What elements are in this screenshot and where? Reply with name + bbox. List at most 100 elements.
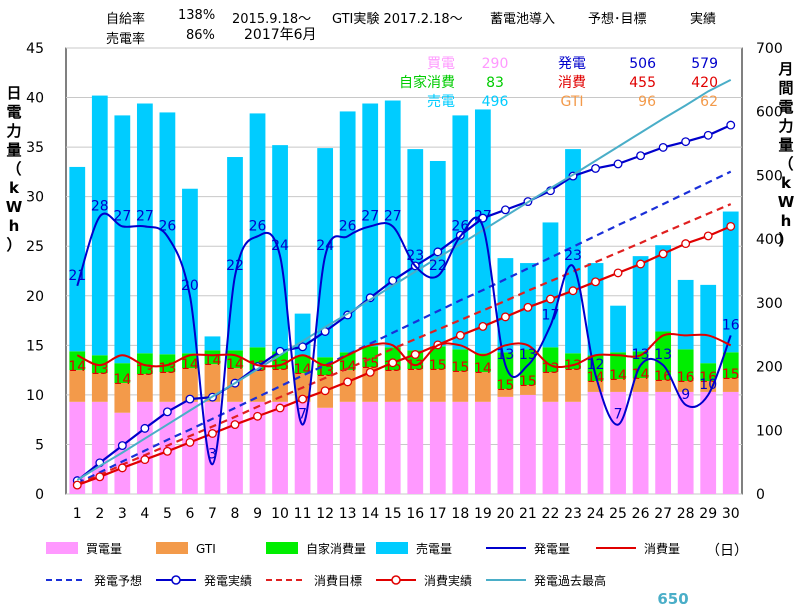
marker-cons — [208, 429, 217, 438]
marker-cons — [500, 312, 510, 322]
x-tick-label: 7 — [208, 506, 217, 522]
y2-axis-title-char: 量 — [778, 136, 793, 154]
gen-data-label: 23 — [564, 248, 582, 264]
bar-buy — [722, 391, 739, 494]
x-tick-label: 29 — [699, 506, 717, 522]
summary-right-label: 消費 — [558, 75, 586, 91]
legend-label: 発電実績 — [204, 573, 252, 588]
bar-gti — [542, 372, 559, 402]
y2-axis-title-char: 電 — [778, 98, 793, 116]
actual-header: 実績 — [690, 12, 717, 27]
marker-cons — [726, 221, 736, 231]
marker-gen — [681, 137, 691, 147]
line-consTarget-dashed — [76, 203, 732, 486]
bar-buy — [565, 401, 581, 494]
x-tick-label: 15 — [384, 506, 402, 522]
gen-data-label: 24 — [271, 238, 289, 254]
marker-cons — [343, 377, 353, 387]
gti-data-label: 15 — [519, 374, 537, 390]
bar-gti — [384, 370, 401, 402]
gen-data-label: 26 — [339, 218, 357, 234]
bar-sell — [384, 100, 401, 348]
since-date: 2015.9.18～ — [232, 12, 312, 27]
y2-tick-label: 300 — [756, 296, 783, 312]
summary-right-label: GTI — [560, 94, 583, 110]
bar-sell — [69, 166, 86, 352]
forecast-target-header: 予想･目標 — [588, 12, 647, 27]
gen-data-label: 21 — [68, 268, 86, 284]
bar-gti — [565, 369, 581, 402]
gti-data-label: 13 — [91, 362, 109, 378]
legend-marker — [391, 575, 401, 585]
x-tick-label: 12 — [316, 506, 334, 522]
gen-data-label: 26 — [249, 218, 267, 234]
gen-data-label: 20 — [181, 278, 199, 294]
bar-buy — [136, 401, 153, 494]
sell-rate-label: 売電率 — [106, 32, 146, 47]
bar-sell — [182, 188, 198, 354]
legend-swatch — [156, 542, 188, 554]
marker-cons — [298, 394, 308, 404]
y2-axis-title-char: 月 — [777, 60, 793, 78]
bar-gti — [610, 379, 626, 392]
gen-data-label: 13 — [632, 347, 650, 363]
y2-tick-label: 600 — [756, 105, 783, 121]
legend-label: 発電予想 — [94, 573, 142, 588]
marker-gen — [433, 247, 443, 257]
gen-data-label: 13 — [519, 347, 537, 363]
y-axis-title-char: ） — [6, 236, 21, 254]
bar-buy — [249, 401, 266, 494]
bar-sell — [542, 222, 559, 348]
gti-data-label: 14 — [474, 361, 492, 377]
y2-axis-title-char: 間 — [778, 79, 793, 97]
bar-gti — [677, 381, 694, 392]
x-tick-label: 2 — [95, 506, 104, 522]
bar-gti — [632, 378, 649, 392]
y-axis-title-char: 電 — [6, 103, 21, 121]
x-tick-label: 30 — [722, 506, 740, 522]
bar-gti — [429, 369, 446, 402]
bar-gti — [362, 367, 379, 402]
bar-buy — [520, 394, 536, 494]
gen-data-label: 26 — [158, 218, 176, 234]
gti-data-label: 15 — [496, 378, 514, 394]
bar-buy — [452, 401, 469, 494]
summary-right-label: 発電 — [558, 56, 586, 72]
marker-cons — [230, 420, 240, 430]
marker-cons — [703, 231, 713, 241]
gti-data-label: 14 — [294, 362, 312, 378]
bar-self — [722, 352, 739, 379]
gen-data-label: 9 — [681, 387, 690, 403]
gti-data-label: 15 — [451, 360, 469, 376]
marker-cons — [275, 403, 285, 413]
gen-data-label: 23 — [406, 248, 424, 264]
x-tick-label: 21 — [519, 506, 537, 522]
bar-self — [520, 349, 536, 385]
gen-data-label: 28 — [91, 198, 109, 214]
gen-data-label: 27 — [361, 208, 379, 224]
gen-data-label: 22 — [226, 258, 244, 274]
bar-self — [159, 354, 176, 373]
max-past-value: 650 — [657, 590, 688, 608]
x-tick-label: 17 — [429, 506, 447, 522]
marker-cons — [658, 249, 668, 259]
bar-gti — [136, 374, 153, 402]
x-tick-label: 1 — [73, 506, 82, 522]
y2-tick-label: 0 — [756, 487, 765, 503]
line-maxPast-line — [76, 78, 732, 481]
x-tick-label: 4 — [140, 506, 149, 522]
summary-value: 290 — [482, 56, 509, 72]
gti-experiment-text: GTI実験 2017.2.18～ — [332, 12, 463, 27]
bar-self — [114, 363, 131, 383]
y-axis-title-char: W — [6, 198, 23, 216]
marker-cons — [636, 259, 646, 269]
summary-value: 83 — [486, 75, 504, 91]
bar-buy — [294, 401, 311, 494]
gti-data-label: 14 — [113, 372, 131, 388]
bar-sell — [204, 336, 221, 351]
bar-buy — [317, 407, 334, 494]
bar-gti — [69, 370, 86, 402]
bar-buy — [384, 401, 401, 494]
marker-cons — [320, 386, 330, 396]
gen-data-label: 7 — [614, 407, 623, 423]
